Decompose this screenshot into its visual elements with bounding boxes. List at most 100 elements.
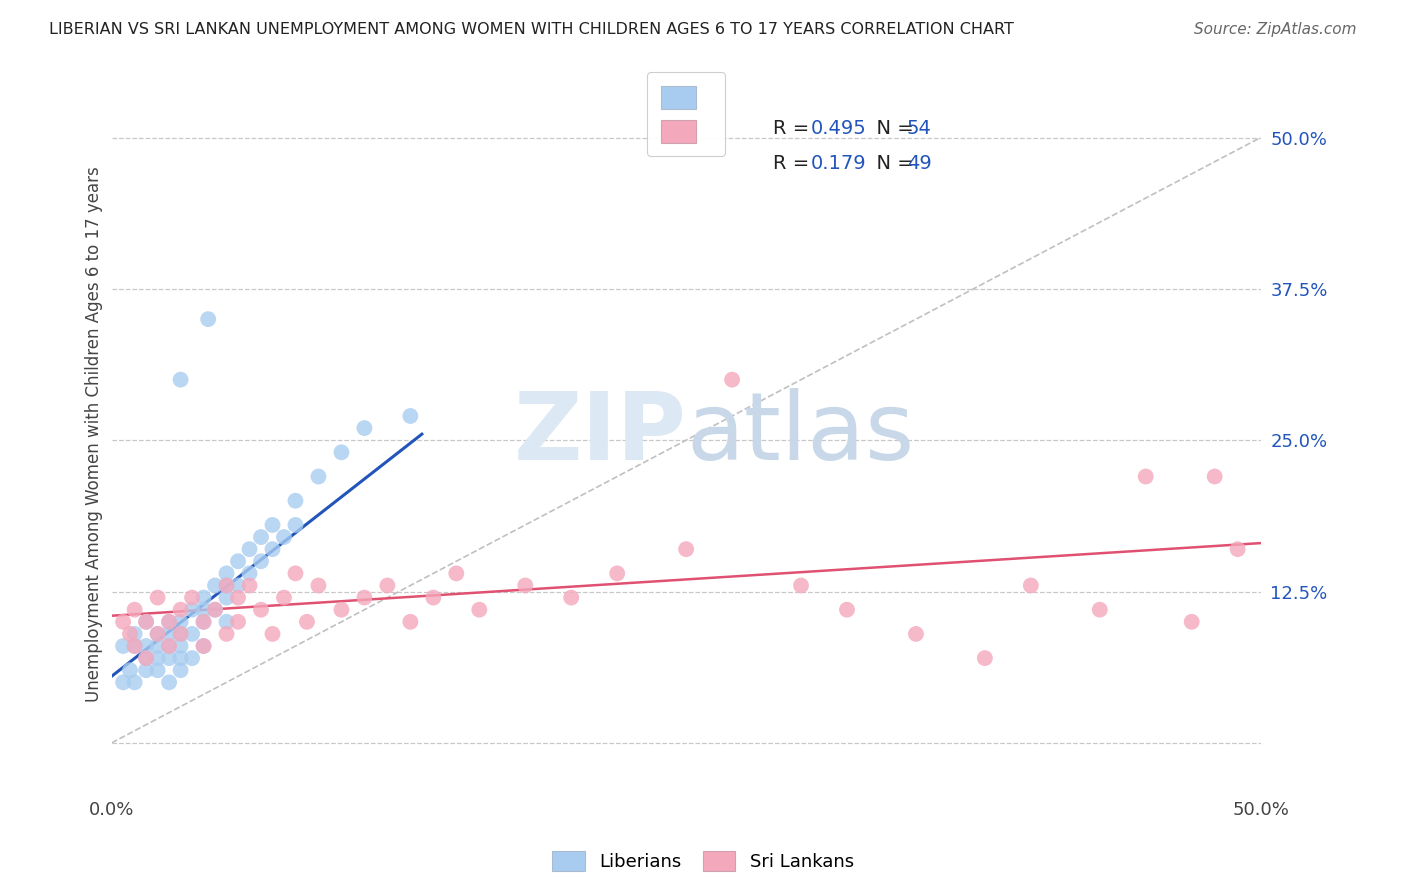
Point	[307, 578, 329, 592]
Point	[273, 591, 295, 605]
Point	[226, 554, 249, 568]
Point	[973, 651, 995, 665]
Point	[238, 566, 260, 581]
Point	[169, 615, 191, 629]
Point	[135, 651, 157, 665]
Point	[790, 578, 813, 592]
Point	[181, 603, 204, 617]
Point	[215, 566, 238, 581]
Point	[135, 639, 157, 653]
Point	[904, 627, 927, 641]
Point	[560, 591, 582, 605]
Point	[157, 615, 180, 629]
Point	[135, 651, 157, 665]
Point	[835, 603, 858, 617]
Point	[675, 542, 697, 557]
Point	[146, 651, 169, 665]
Point	[169, 663, 191, 677]
Point	[399, 615, 422, 629]
Point	[193, 603, 215, 617]
Point	[135, 663, 157, 677]
Point	[124, 627, 146, 641]
Text: N =: N =	[865, 153, 921, 173]
Point	[515, 578, 537, 592]
Point	[157, 651, 180, 665]
Point	[112, 639, 135, 653]
Point	[124, 639, 146, 653]
Point	[295, 615, 318, 629]
Text: ZIP: ZIP	[513, 388, 686, 480]
Point	[399, 409, 422, 423]
Text: R =: R =	[773, 119, 815, 137]
Point	[157, 627, 180, 641]
Point	[238, 542, 260, 557]
Legend: Liberians, Sri Lankans: Liberians, Sri Lankans	[544, 844, 862, 879]
Point	[118, 663, 141, 677]
Point	[193, 615, 215, 629]
Point	[157, 615, 180, 629]
Point	[124, 603, 146, 617]
Point	[1226, 542, 1249, 557]
Point	[204, 603, 226, 617]
Point	[146, 627, 169, 641]
Y-axis label: Unemployment Among Women with Children Ages 6 to 17 years: Unemployment Among Women with Children A…	[86, 166, 103, 702]
Point	[146, 639, 169, 653]
Point	[250, 603, 273, 617]
Point	[1088, 603, 1111, 617]
Text: atlas: atlas	[686, 388, 914, 480]
Point	[169, 627, 191, 641]
Point	[135, 615, 157, 629]
Point	[118, 627, 141, 641]
Point	[1204, 469, 1226, 483]
Point	[273, 530, 295, 544]
Point	[284, 518, 307, 533]
Point	[204, 603, 226, 617]
Point	[112, 615, 135, 629]
Point	[215, 627, 238, 641]
Legend: , : ,	[647, 72, 725, 156]
Point	[262, 542, 284, 557]
Point	[226, 615, 249, 629]
Point	[226, 591, 249, 605]
Point	[262, 627, 284, 641]
Point	[124, 639, 146, 653]
Text: N =: N =	[865, 119, 921, 137]
Point	[284, 493, 307, 508]
Point	[330, 603, 353, 617]
Point	[146, 591, 169, 605]
Point	[215, 578, 238, 592]
Point	[157, 639, 180, 653]
Point	[181, 591, 204, 605]
Point	[204, 578, 226, 592]
Point	[112, 675, 135, 690]
Point	[250, 530, 273, 544]
Point	[135, 615, 157, 629]
Point	[193, 591, 215, 605]
Point	[157, 675, 180, 690]
Point	[1181, 615, 1204, 629]
Point	[353, 591, 375, 605]
Point	[1135, 469, 1157, 483]
Point	[721, 373, 744, 387]
Text: R =: R =	[773, 153, 815, 173]
Point	[215, 615, 238, 629]
Point	[193, 615, 215, 629]
Text: 49: 49	[907, 153, 931, 173]
Text: 54: 54	[907, 119, 932, 137]
Point	[181, 627, 204, 641]
Point	[124, 675, 146, 690]
Point	[353, 421, 375, 435]
Point	[307, 469, 329, 483]
Point	[262, 518, 284, 533]
Text: 0.179: 0.179	[811, 153, 866, 173]
Point	[169, 639, 191, 653]
Point	[226, 578, 249, 592]
Point	[169, 603, 191, 617]
Point	[169, 627, 191, 641]
Point	[377, 578, 399, 592]
Point	[284, 566, 307, 581]
Point	[169, 373, 191, 387]
Text: Source: ZipAtlas.com: Source: ZipAtlas.com	[1194, 22, 1357, 37]
Point	[215, 578, 238, 592]
Point	[250, 554, 273, 568]
